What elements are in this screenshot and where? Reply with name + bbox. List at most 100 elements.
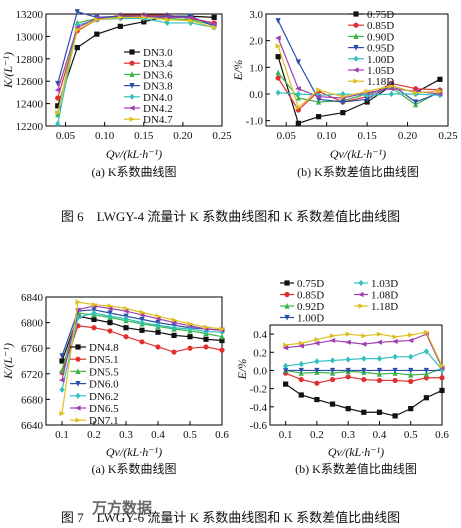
legend-marker bbox=[353, 11, 359, 17]
data-point bbox=[329, 337, 336, 344]
data-point bbox=[439, 387, 445, 394]
legend-marker bbox=[284, 291, 290, 298]
legend-marker bbox=[129, 71, 135, 77]
x-axis-label: Qv/(kL·h⁻¹) bbox=[328, 445, 384, 459]
data-point bbox=[295, 104, 302, 110]
data-point bbox=[408, 406, 414, 412]
legend-label: DN6.5 bbox=[89, 403, 119, 415]
y-tick-label: 1.0 bbox=[249, 62, 263, 74]
data-point bbox=[364, 96, 370, 103]
data-point bbox=[361, 355, 367, 362]
x-tick-label: 0.20 bbox=[173, 130, 193, 142]
data-point bbox=[164, 14, 170, 20]
data-point bbox=[55, 109, 61, 116]
data-point bbox=[59, 358, 65, 364]
data-point bbox=[340, 110, 346, 116]
legend-marker bbox=[353, 55, 359, 62]
series-line-095d bbox=[277, 20, 441, 103]
x-tick-label: 0.2 bbox=[310, 429, 324, 441]
data-point bbox=[315, 114, 322, 120]
x-axis-label: Qv/(kL·h⁻¹) bbox=[106, 147, 162, 161]
data-point bbox=[388, 90, 394, 98]
data-point bbox=[314, 367, 320, 374]
data-point bbox=[211, 14, 217, 20]
legend-marker bbox=[358, 279, 364, 287]
data-point bbox=[408, 367, 414, 374]
data-point bbox=[141, 14, 147, 20]
legend-marker bbox=[129, 60, 135, 66]
data-point bbox=[219, 333, 225, 340]
data-point bbox=[392, 353, 398, 360]
data-point bbox=[329, 333, 336, 339]
data-point bbox=[313, 340, 320, 346]
data-point bbox=[203, 336, 209, 342]
data-point bbox=[295, 120, 301, 126]
data-point bbox=[187, 321, 194, 327]
data-point bbox=[392, 367, 398, 374]
subcaption: (a) K系数曲线图 bbox=[92, 461, 177, 476]
y-tick-label: 12800 bbox=[16, 54, 44, 66]
series-line-105d bbox=[277, 37, 440, 99]
data-point bbox=[139, 327, 145, 333]
legend-label: 0.75D bbox=[367, 9, 394, 21]
data-point bbox=[275, 43, 282, 49]
data-point bbox=[123, 334, 129, 340]
y-axis-label: E/% bbox=[231, 60, 245, 82]
data-point bbox=[74, 9, 80, 15]
legend-label: 0.92D bbox=[297, 301, 324, 313]
data-point bbox=[314, 358, 320, 365]
legend-marker bbox=[129, 83, 135, 89]
data-point bbox=[439, 375, 445, 381]
legend-label: 0.95D bbox=[367, 43, 394, 55]
data-point bbox=[329, 357, 336, 364]
legend-marker bbox=[353, 22, 359, 28]
legend-marker bbox=[284, 280, 290, 286]
data-point bbox=[171, 332, 177, 338]
data-point bbox=[219, 326, 226, 332]
legend-label: DN4.2 bbox=[143, 103, 173, 115]
x-tick-label: 0.15 bbox=[134, 130, 154, 142]
data-point bbox=[295, 94, 301, 101]
data-point bbox=[211, 21, 217, 27]
series-line-dn40 bbox=[57, 17, 215, 124]
data-point bbox=[361, 367, 367, 374]
legend-label: DN4.7 bbox=[143, 114, 173, 126]
plot-frame bbox=[45, 296, 223, 426]
data-point bbox=[298, 340, 305, 346]
data-point bbox=[376, 409, 383, 415]
data-point bbox=[275, 69, 281, 76]
chart-fig7b: 0.1 0.2 0.3 0.4 0.5 0.6 -0.6 -0.4 -0.2 0.0 0.2 0.4 Q… bbox=[235, 278, 449, 476]
data-point bbox=[123, 305, 130, 312]
data-point bbox=[388, 86, 394, 92]
legend-label: DN4.8 bbox=[89, 342, 119, 354]
x-tick-label: 0.6 bbox=[215, 429, 229, 441]
x-tick-label: 0.1 bbox=[279, 429, 293, 441]
series-line-090d bbox=[277, 72, 441, 106]
data-point bbox=[275, 35, 281, 41]
data-point bbox=[314, 396, 320, 403]
data-point bbox=[91, 309, 97, 317]
x-axis-label: Qv/(kL·h⁻¹) bbox=[330, 147, 386, 161]
legend-marker bbox=[75, 368, 81, 374]
data-point bbox=[298, 360, 304, 368]
x-tick-label: 0.4 bbox=[373, 429, 387, 441]
data-point bbox=[423, 370, 429, 377]
data-point bbox=[187, 345, 193, 351]
data-point bbox=[122, 308, 129, 314]
data-point bbox=[138, 312, 145, 318]
data-point bbox=[392, 377, 398, 384]
data-point bbox=[376, 370, 383, 377]
legend-marker bbox=[353, 78, 360, 84]
legend-label: DN3.4 bbox=[143, 58, 173, 70]
data-point bbox=[91, 316, 97, 322]
legend-label: DN5.5 bbox=[89, 366, 119, 378]
series-line-dn47 bbox=[57, 16, 215, 113]
data-point bbox=[75, 299, 82, 305]
legend-label: DN7.1 bbox=[89, 415, 119, 427]
data-point bbox=[408, 353, 414, 360]
x-tick-label: 0.15 bbox=[357, 130, 377, 142]
y-tick-label: 13200 bbox=[16, 9, 44, 21]
legend-label: 1.18D bbox=[371, 301, 398, 313]
chart-fig7a: 0.1 0.2 0.3 0.4 0.5 0.6 6640 6680 6720 6760 6800 68… bbox=[1, 292, 229, 476]
legend-label: 1.18D bbox=[367, 76, 394, 88]
